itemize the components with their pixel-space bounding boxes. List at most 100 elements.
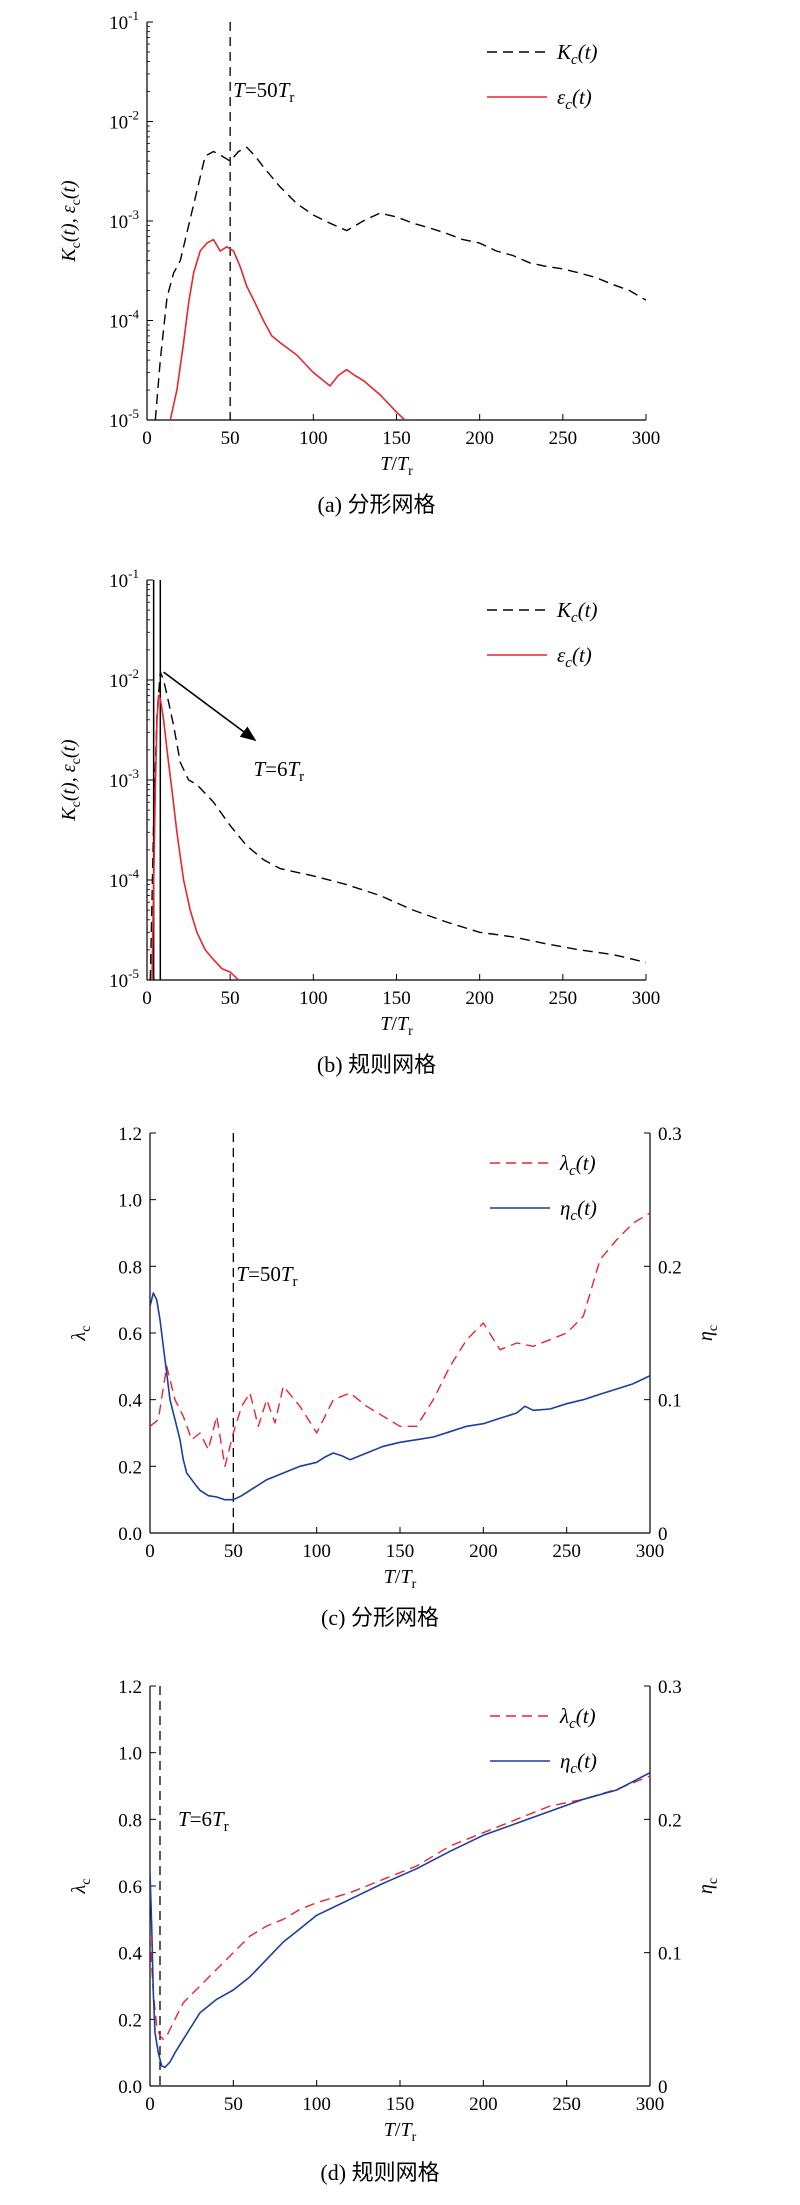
y-tick-label: 10-2 bbox=[109, 108, 139, 134]
x-tick-label: 300 bbox=[632, 988, 661, 1009]
x-tick-label: 250 bbox=[552, 1541, 581, 1562]
y-tick-label: 0.4 bbox=[118, 1944, 142, 1965]
x-tick-label: 100 bbox=[302, 1541, 331, 1562]
legend-label: εc(t) bbox=[557, 85, 592, 113]
x-tick-label: 200 bbox=[469, 1541, 498, 1562]
x-tick-label: 150 bbox=[386, 2094, 415, 2115]
chart-panel-4: 0 50 100 150 200 250 300 0.0 0.2 0.4 0.6 0.8 1.0 1.2 0… bbox=[68, 1677, 721, 2185]
y2-axis-label: ηc bbox=[695, 1878, 721, 1894]
y-tick-label: 10-4 bbox=[109, 866, 139, 892]
series-line-2 bbox=[169, 238, 406, 420]
series-line-2 bbox=[151, 694, 240, 980]
y-tick-label: 0.8 bbox=[118, 1810, 142, 1831]
y-tick-label: 1.2 bbox=[118, 1677, 142, 1698]
y-tick-label: 10-3 bbox=[109, 207, 139, 233]
annotation-text: T=6Tr bbox=[253, 757, 304, 785]
y2-tick-label: 0.1 bbox=[658, 1391, 682, 1412]
y-tick-label: 1.0 bbox=[118, 1744, 142, 1765]
y-tick-label: 10-5 bbox=[109, 966, 139, 992]
y2-axis-label: ηc bbox=[695, 1325, 721, 1341]
series-line-2 bbox=[150, 1292, 650, 1501]
x-tick-label: 100 bbox=[299, 988, 328, 1009]
series-line-1 bbox=[150, 1212, 650, 1468]
legend-label: λc(t) bbox=[559, 1704, 596, 1732]
x-tick-label: 100 bbox=[299, 428, 328, 449]
y2-tick-label: 0 bbox=[658, 2077, 668, 2098]
y-axis-label: Kc(t), εc(t) bbox=[58, 180, 84, 263]
y-tick-label: 10-4 bbox=[109, 307, 139, 333]
y-axis-label: Kc(t), εc(t) bbox=[58, 739, 84, 822]
y2-tick-label: 0.1 bbox=[658, 1944, 682, 1965]
x-tick-label: 100 bbox=[302, 2094, 331, 2115]
chart-panel-3: 0 50 100 150 200 250 300 0.0 0.2 0.4 0.6 0.8 1.0 1.2 0… bbox=[68, 1124, 721, 1630]
series-line-2 bbox=[150, 1771, 650, 2069]
x-tick-label: 250 bbox=[549, 988, 578, 1009]
y-tick-label: 0.0 bbox=[118, 1524, 142, 1545]
y2-tick-label: 0.2 bbox=[658, 1257, 682, 1278]
y-tick-label: 10-5 bbox=[109, 406, 139, 432]
y-tick-label: 0.2 bbox=[118, 2010, 142, 2031]
x-axis-label: T/Tr bbox=[380, 1013, 413, 1039]
legend-label: λc(t) bbox=[559, 1151, 596, 1179]
x-axis-label: T/Tr bbox=[384, 2119, 417, 2145]
y-tick-label: 1.2 bbox=[118, 1124, 142, 1145]
legend-label: εc(t) bbox=[557, 643, 592, 671]
x-tick-label: 0 bbox=[145, 2094, 155, 2115]
y-tick-label: 0.6 bbox=[118, 1877, 142, 1898]
annotation-arrow bbox=[163, 671, 257, 742]
x-axis-label: T/Tr bbox=[384, 1566, 417, 1592]
chart-panel-2: 0 50 100 150 200 250 300 10-5 10-4 10-3 10-2 10-1 T/… bbox=[58, 566, 660, 1077]
x-tick-label: 150 bbox=[386, 1541, 415, 1562]
x-tick-label: 200 bbox=[465, 988, 494, 1009]
y-axis-label: λc bbox=[68, 1326, 94, 1342]
y-tick-label: 0.0 bbox=[118, 2077, 142, 2098]
figure-caption: (b) 规则网格 bbox=[317, 1052, 436, 1077]
figure-caption: (a) 分形网格 bbox=[318, 492, 436, 517]
x-tick-label: 0 bbox=[142, 428, 152, 449]
y-tick-label: 0.2 bbox=[118, 1457, 142, 1478]
y-tick-label: 10-3 bbox=[109, 766, 139, 792]
x-tick-label: 250 bbox=[549, 428, 578, 449]
y2-tick-label: 0.3 bbox=[658, 1677, 682, 1698]
x-tick-label: 300 bbox=[632, 428, 661, 449]
y-tick-label: 0.6 bbox=[118, 1324, 142, 1345]
y-tick-label: 10-1 bbox=[109, 566, 139, 592]
y-axis-label: λc bbox=[68, 1879, 94, 1895]
x-tick-label: 50 bbox=[221, 428, 240, 449]
x-tick-label: 300 bbox=[636, 1541, 665, 1562]
x-tick-label: 0 bbox=[145, 1541, 155, 1562]
legend-label: Kc(t) bbox=[556, 598, 598, 626]
x-tick-label: 250 bbox=[552, 2094, 581, 2115]
annotation-text: T=6Tr bbox=[178, 1807, 229, 1835]
x-tick-label: 0 bbox=[142, 988, 152, 1009]
x-tick-label: 200 bbox=[469, 2094, 498, 2115]
x-tick-label: 150 bbox=[382, 428, 411, 449]
figure-caption: (c) 分形网格 bbox=[321, 1605, 439, 1630]
legend-label: ηc(t) bbox=[560, 1196, 597, 1224]
series-line-1 bbox=[149, 671, 646, 980]
legend-label: ηc(t) bbox=[560, 1749, 597, 1777]
x-tick-label: 300 bbox=[636, 2094, 665, 2115]
annotation-text: T=50Tr bbox=[236, 1262, 297, 1290]
legend-label: Kc(t) bbox=[556, 40, 598, 68]
chart-panel-1: 0 50 100 150 200 250 300 10-5 10-4 10-3 10-2 10-1 T/… bbox=[58, 8, 660, 517]
series-line-1 bbox=[154, 146, 646, 420]
y-tick-label: 0.8 bbox=[118, 1257, 142, 1278]
y-tick-label: 10-1 bbox=[109, 8, 139, 34]
x-tick-label: 50 bbox=[224, 1541, 243, 1562]
y-tick-label: 1.0 bbox=[118, 1191, 142, 1212]
x-tick-label: 50 bbox=[224, 2094, 243, 2115]
x-tick-label: 50 bbox=[221, 988, 240, 1009]
y-tick-label: 10-2 bbox=[109, 666, 139, 692]
x-tick-label: 150 bbox=[382, 988, 411, 1009]
y2-tick-label: 0.3 bbox=[658, 1124, 682, 1145]
y2-tick-label: 0 bbox=[658, 1524, 668, 1545]
y-tick-label: 0.4 bbox=[118, 1391, 142, 1412]
y2-tick-label: 0.2 bbox=[658, 1810, 682, 1831]
annotation-text: T=50Tr bbox=[233, 78, 294, 106]
x-tick-label: 200 bbox=[465, 428, 494, 449]
x-axis-label: T/Tr bbox=[380, 453, 413, 479]
series-line-1 bbox=[150, 1775, 650, 2041]
figure-caption: (d) 规则网格 bbox=[320, 2160, 439, 2185]
